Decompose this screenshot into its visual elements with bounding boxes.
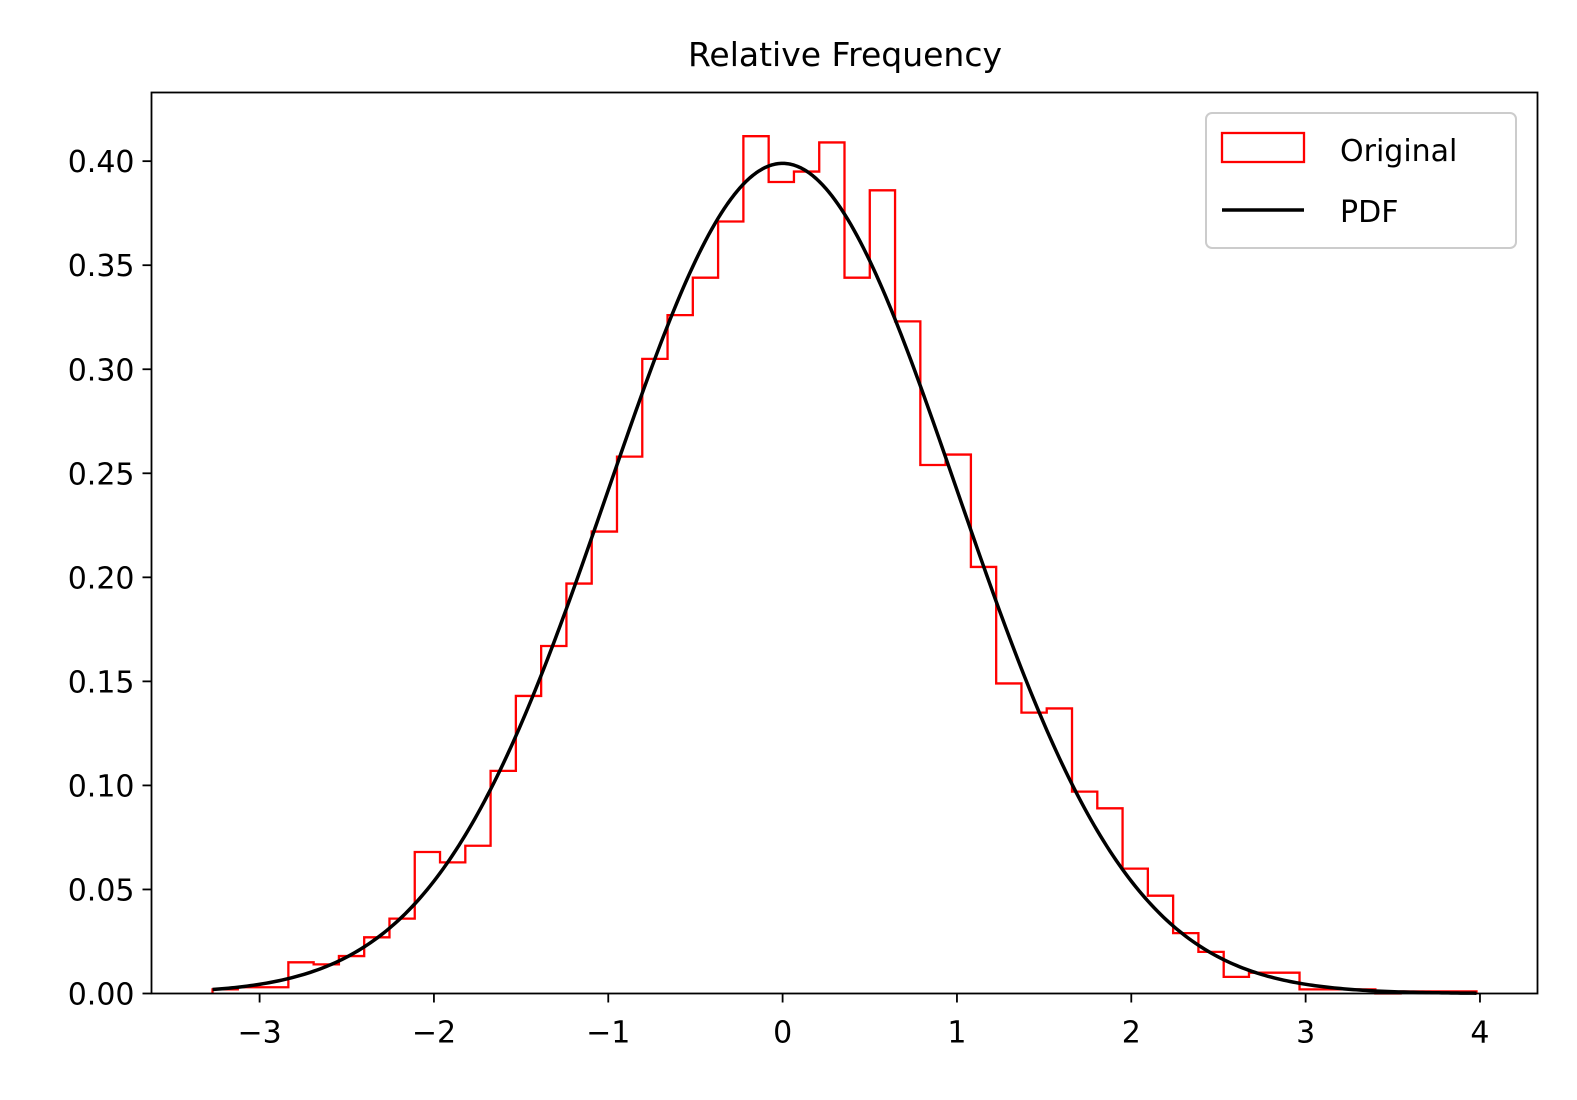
y-tick-label: 0.25 [68,457,135,492]
x-tick-label: 1 [947,1016,966,1051]
histogram-bar [1021,713,1046,994]
histogram-bar [946,455,971,994]
histogram-bar [440,862,465,993]
histogram-bar [769,182,794,994]
histogram-bar [465,846,490,994]
histogram-bar [1047,708,1072,993]
histogram-bar [895,321,920,993]
histogram-bar [339,956,364,993]
histogram-bar [566,584,591,994]
histogram-bar [389,919,414,994]
x-tick-label: 4 [1470,1016,1489,1051]
histogram-bar [1224,977,1249,994]
plot-area-frame [150,91,1539,995]
histogram-bar [819,142,844,993]
histogram-bar [541,646,566,993]
x-tick-label: −3 [237,1016,281,1051]
y-tick-label: 0.10 [68,769,135,804]
legend-label-original: Original [1340,134,1457,169]
histogram-bar [971,567,996,994]
y-tick-label: 0.00 [68,978,135,1013]
histogram-bar [693,278,718,994]
x-tick-label: −2 [412,1016,456,1051]
y-tick-label: 0.40 [68,145,135,180]
histogram-bar [743,136,768,993]
x-tick-label: 2 [1122,1016,1141,1051]
histogram-bar [1148,896,1173,994]
histogram-bar [491,771,516,994]
histogram-bar [668,315,693,993]
x-axis: −3 −2 −1 0 1 2 3 4 [237,993,1490,1051]
pdf-line-layer [212,161,1477,995]
y-tick-label: 0.20 [68,561,135,596]
y-tick-label: 0.05 [68,873,135,908]
histogram-bar [920,465,945,994]
y-axis: 0.00 0.05 0.10 0.15 0.20 0.25 0.30 0.35 0.40 [68,145,152,1013]
histogram-outline [211,135,1478,995]
x-tick-label: −1 [586,1016,630,1051]
histogram-bar [592,532,617,994]
histogram-bar [845,278,870,994]
histogram-bars [211,135,1478,995]
x-tick-label: 0 [773,1016,792,1051]
y-tick-label: 0.35 [68,249,135,284]
histogram-bar [617,457,642,994]
histogram-bar [415,852,440,993]
pdf-line [212,161,1477,995]
histogram-bar [996,683,1021,993]
legend-swatch-original [1220,131,1306,164]
legend-label-pdf: PDF [1340,195,1398,230]
x-tick-label: 3 [1296,1016,1315,1051]
histogram-bar [794,172,819,994]
chart-title: Relative Frequency [688,35,1002,74]
legend: Original PDF [1205,112,1517,249]
y-tick-label: 0.15 [68,665,135,700]
y-tick-label: 0.30 [68,353,135,388]
histogram-bar [516,696,541,994]
histogram-bar [718,222,743,994]
histogram-bar [642,359,667,994]
legend-box [1205,112,1517,249]
